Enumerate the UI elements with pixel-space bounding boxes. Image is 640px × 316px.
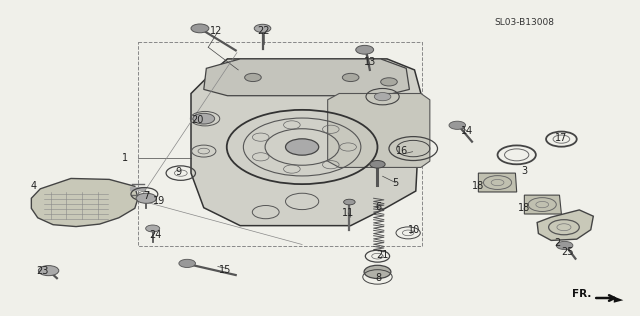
Text: 12: 12 [211,26,223,36]
Circle shape [191,24,209,33]
Circle shape [449,121,466,129]
Circle shape [193,113,214,124]
Circle shape [285,139,319,155]
Text: 18: 18 [518,203,531,213]
Text: 9: 9 [175,167,181,177]
Circle shape [244,73,261,82]
Circle shape [342,73,359,82]
Text: 1: 1 [122,153,128,163]
Polygon shape [537,210,593,240]
Text: 21: 21 [376,250,388,260]
Text: 19: 19 [153,197,165,206]
Text: 25: 25 [561,247,574,258]
Polygon shape [524,195,561,214]
Circle shape [179,259,195,267]
Circle shape [344,199,355,205]
Text: FR.: FR. [572,289,591,299]
Circle shape [374,93,391,101]
Polygon shape [204,59,410,96]
Text: 11: 11 [342,208,354,218]
Polygon shape [614,296,623,303]
Polygon shape [328,94,430,167]
Text: 18: 18 [472,181,484,191]
Polygon shape [478,173,516,192]
Text: 23: 23 [36,266,49,276]
Text: 20: 20 [191,115,204,125]
Text: 8: 8 [376,273,382,283]
Bar [138,42,422,246]
Circle shape [254,24,271,33]
Circle shape [370,161,385,168]
Circle shape [556,241,573,250]
Text: 24: 24 [149,230,161,240]
Text: 22: 22 [257,26,270,36]
Circle shape [38,265,59,276]
Text: 16: 16 [396,146,408,156]
Text: 5: 5 [392,178,399,188]
Circle shape [136,193,157,203]
Text: 17: 17 [556,132,568,143]
Text: 15: 15 [220,265,232,275]
Circle shape [356,46,374,54]
Text: 2: 2 [554,238,561,248]
Circle shape [146,225,160,232]
Text: 10: 10 [408,225,420,235]
Circle shape [198,116,211,122]
Polygon shape [191,59,421,226]
Text: 3: 3 [522,166,527,176]
Text: 14: 14 [461,126,473,136]
Circle shape [364,265,391,278]
Text: 6: 6 [376,202,382,212]
Text: 13: 13 [364,57,376,67]
Text: SL03-B13008: SL03-B13008 [494,18,554,27]
Polygon shape [31,179,138,227]
Text: 7: 7 [143,191,149,201]
Circle shape [381,78,397,86]
Text: 4: 4 [31,181,37,191]
